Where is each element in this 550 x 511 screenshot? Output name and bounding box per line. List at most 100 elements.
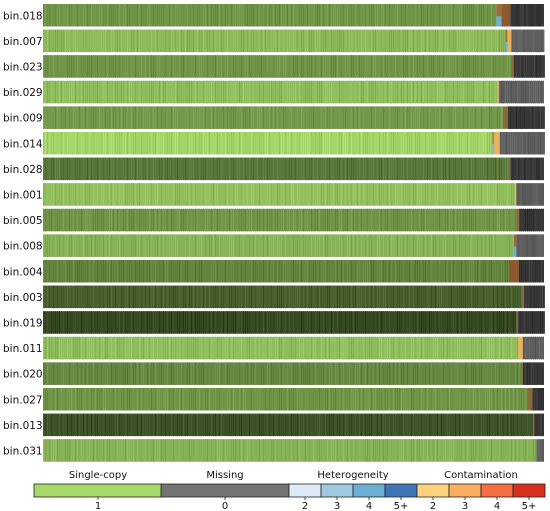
gene-stripe <box>95 132 96 155</box>
gene-stripe <box>495 29 496 53</box>
gene-stripe <box>485 4 486 27</box>
gene-stripe <box>167 157 168 181</box>
gene-stripe <box>109 336 110 360</box>
gene-stripe <box>311 388 312 411</box>
gene-stripe <box>225 388 226 411</box>
gene-stripe <box>479 336 480 360</box>
gene-stripe <box>271 29 272 53</box>
gene-stripe <box>161 311 162 334</box>
gene-stripe <box>129 4 130 27</box>
gene-stripe <box>53 55 54 78</box>
gene-stripe <box>329 183 330 206</box>
gene-stripe <box>65 208 66 232</box>
gene-stripe <box>99 208 100 232</box>
gene-stripe <box>331 106 332 129</box>
gene-stripe <box>65 80 66 104</box>
missing-stripe <box>520 183 522 206</box>
gene-stripe <box>241 157 242 181</box>
gene-stripe <box>401 336 402 360</box>
gene-stripe <box>399 362 400 385</box>
gene-stripe <box>357 285 358 309</box>
gene-stripe <box>225 132 226 155</box>
gene-stripe <box>477 388 478 411</box>
gene-stripe <box>463 413 464 437</box>
gene-stripe <box>129 336 130 360</box>
gene-stripe <box>419 439 420 462</box>
missing-stripe <box>541 29 543 53</box>
gene-stripe <box>405 285 406 309</box>
missing-stripe <box>521 311 523 334</box>
gene-stripe <box>157 234 158 257</box>
gene-stripe <box>215 183 216 206</box>
gene-stripe <box>275 234 276 257</box>
gene-stripe <box>329 55 330 78</box>
gene-stripe <box>77 362 78 385</box>
gene-stripe <box>369 80 370 104</box>
gene-stripe <box>73 157 74 181</box>
gene-stripe <box>363 4 364 27</box>
gene-stripe <box>469 336 470 360</box>
gene-stripe <box>307 4 308 27</box>
gene-stripe <box>465 311 466 334</box>
gene-stripe <box>59 336 60 360</box>
gene-stripe <box>471 388 472 411</box>
gene-stripe <box>147 208 148 232</box>
gene-stripe <box>343 388 344 411</box>
gene-stripe <box>195 260 196 283</box>
gene-stripe <box>215 157 216 181</box>
gene-stripe <box>431 29 432 53</box>
gene-stripe <box>233 132 234 155</box>
gene-stripe <box>133 260 134 283</box>
gene-stripe <box>157 55 158 78</box>
gene-stripe <box>187 183 188 206</box>
missing-stripe <box>535 55 537 78</box>
gene-stripe <box>407 234 408 257</box>
gene-stripe <box>449 208 450 232</box>
gene-stripe <box>403 388 404 411</box>
gene-stripe <box>469 157 470 181</box>
gene-stripe <box>49 336 50 360</box>
gene-stripe <box>173 234 174 257</box>
gene-stripe <box>399 413 400 437</box>
gene-stripe <box>193 4 194 27</box>
missing-stripe <box>538 208 540 232</box>
gene-stripe <box>421 439 422 462</box>
gene-stripe <box>391 106 392 129</box>
gene-stripe <box>479 388 480 411</box>
missing-stripe <box>511 106 513 129</box>
gene-stripe <box>301 260 302 283</box>
gene-stripe <box>217 55 218 78</box>
gene-stripe <box>479 132 480 155</box>
gene-stripe <box>453 4 454 27</box>
gene-stripe <box>235 106 236 129</box>
gene-stripe <box>501 260 502 283</box>
gene-stripe <box>411 413 412 437</box>
gene-stripe <box>469 234 470 257</box>
gene-stripe <box>473 208 474 232</box>
gene-stripe <box>437 55 438 78</box>
gene-stripe <box>47 157 48 181</box>
gene-stripe <box>61 29 62 53</box>
gene-stripe <box>389 4 390 27</box>
gene-stripe <box>321 80 322 104</box>
missing-stripe <box>538 336 540 360</box>
gene-stripe <box>385 439 386 462</box>
gene-stripe <box>341 336 342 360</box>
gene-stripe <box>335 4 336 27</box>
bin-label: bin.031 <box>3 445 43 457</box>
gene-stripe <box>371 183 372 206</box>
gene-stripe <box>147 285 148 309</box>
gene-stripe <box>513 234 514 257</box>
gene-stripe <box>321 106 322 129</box>
missing-segment <box>516 234 544 257</box>
gene-stripe <box>325 55 326 78</box>
gene-stripe <box>255 234 256 257</box>
gene-stripe <box>85 234 86 257</box>
gene-stripe <box>319 80 320 104</box>
gene-stripe <box>443 362 444 385</box>
gene-stripe <box>103 29 104 53</box>
gene-stripe <box>397 29 398 53</box>
missing-stripe <box>507 106 509 129</box>
gene-stripe <box>371 362 372 385</box>
